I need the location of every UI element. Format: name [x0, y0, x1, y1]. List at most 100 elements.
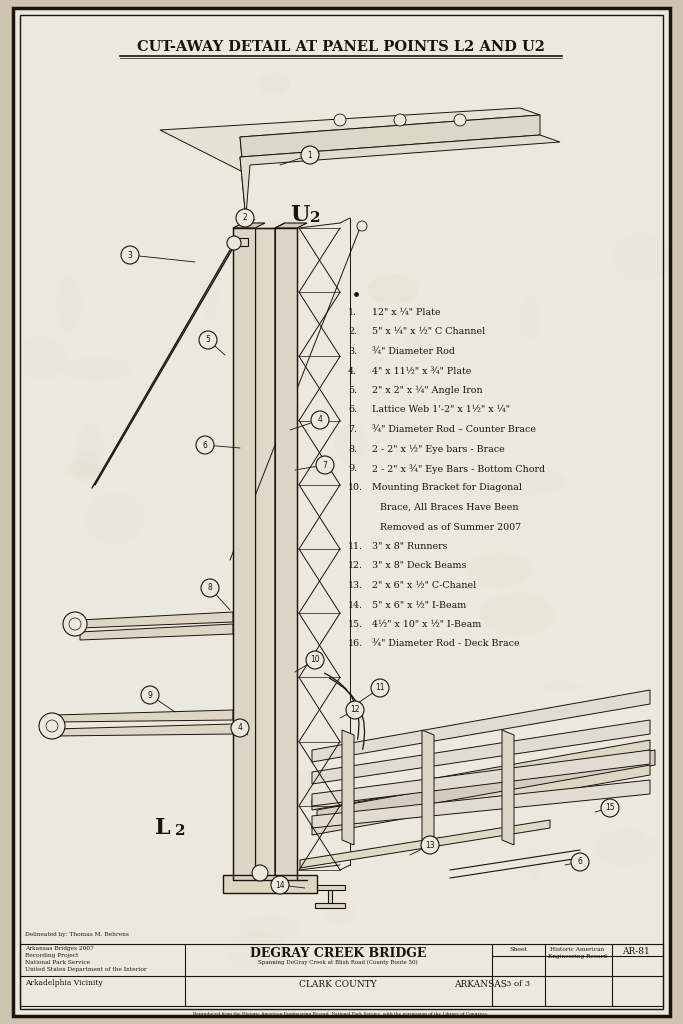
Circle shape: [196, 436, 214, 454]
Polygon shape: [255, 228, 275, 880]
Polygon shape: [233, 223, 265, 228]
Text: 8: 8: [208, 584, 212, 593]
Text: 4½" x 10" x ½" I-Beam: 4½" x 10" x ½" I-Beam: [372, 620, 482, 629]
Text: 10.: 10.: [348, 483, 363, 493]
Text: 6: 6: [203, 440, 208, 450]
Text: 5" x ¼" x ½" C Channel: 5" x ¼" x ½" C Channel: [372, 328, 485, 337]
Text: 5" x 6" x ½" I-Beam: 5" x 6" x ½" I-Beam: [372, 600, 466, 609]
Polygon shape: [275, 223, 285, 880]
Text: 11: 11: [375, 683, 385, 692]
Polygon shape: [275, 228, 297, 880]
Text: 16.: 16.: [348, 640, 363, 648]
Polygon shape: [80, 624, 233, 640]
Circle shape: [121, 246, 139, 264]
Polygon shape: [223, 874, 317, 893]
Text: Recording Project: Recording Project: [25, 953, 79, 958]
Text: 7: 7: [322, 461, 327, 469]
Text: 9: 9: [148, 690, 152, 699]
Text: Delineated by: Thomas M. Behrens: Delineated by: Thomas M. Behrens: [25, 932, 129, 937]
Circle shape: [346, 701, 364, 719]
Polygon shape: [55, 710, 233, 722]
Circle shape: [394, 114, 406, 126]
Polygon shape: [233, 228, 255, 880]
Text: 12.: 12.: [348, 561, 363, 570]
Text: 11.: 11.: [348, 542, 363, 551]
Polygon shape: [228, 238, 248, 246]
Circle shape: [252, 865, 268, 881]
Polygon shape: [315, 903, 345, 908]
Bar: [20, 944, 663, 1006]
Text: National Park Service: National Park Service: [25, 961, 90, 965]
Circle shape: [357, 221, 367, 231]
Text: 2.: 2.: [348, 328, 357, 337]
Polygon shape: [328, 890, 332, 903]
Text: 10: 10: [310, 655, 320, 665]
Polygon shape: [312, 780, 650, 828]
Text: 5.: 5.: [348, 386, 357, 395]
Text: 3" x 8" Deck Beams: 3" x 8" Deck Beams: [372, 561, 466, 570]
Text: 4: 4: [318, 416, 322, 425]
Text: 6: 6: [578, 857, 583, 866]
Text: 1.: 1.: [348, 308, 357, 317]
Circle shape: [601, 799, 619, 817]
Text: 12" x ¼" Plate: 12" x ¼" Plate: [372, 308, 441, 317]
Text: 3: 3: [128, 251, 133, 259]
Polygon shape: [312, 750, 650, 806]
Text: 4: 4: [238, 724, 242, 732]
Text: 14: 14: [275, 881, 285, 890]
Circle shape: [39, 713, 65, 739]
Text: 3" x 8" Runners: 3" x 8" Runners: [372, 542, 447, 551]
Text: 8.: 8.: [348, 444, 357, 454]
Polygon shape: [275, 223, 307, 228]
Polygon shape: [160, 108, 540, 190]
Text: ¾" Diameter Rod - Deck Brace: ¾" Diameter Rod - Deck Brace: [372, 640, 520, 648]
Circle shape: [454, 114, 466, 126]
Polygon shape: [502, 730, 514, 845]
Circle shape: [231, 719, 249, 737]
Circle shape: [46, 720, 58, 732]
Text: U: U: [290, 204, 309, 226]
Text: CUT-AWAY DETAIL AT PANEL POINTS L2 AND U2: CUT-AWAY DETAIL AT PANEL POINTS L2 AND U…: [137, 40, 545, 54]
Circle shape: [311, 411, 329, 429]
Text: Historic American: Historic American: [550, 947, 604, 952]
Text: 13.: 13.: [348, 581, 363, 590]
Circle shape: [421, 836, 439, 854]
Circle shape: [271, 876, 289, 894]
Text: 2 - 2" x ¾" Eye Bars - Bottom Chord: 2 - 2" x ¾" Eye Bars - Bottom Chord: [372, 464, 545, 474]
Text: 2 - 2" x ½" Eye bars - Brace: 2 - 2" x ½" Eye bars - Brace: [372, 444, 505, 454]
Circle shape: [63, 612, 87, 636]
Circle shape: [371, 679, 389, 697]
Text: 7.: 7.: [348, 425, 357, 434]
Text: 2" x 6" x ½" C-Chanel: 2" x 6" x ½" C-Chanel: [372, 581, 476, 590]
Text: 15.: 15.: [348, 620, 363, 629]
Polygon shape: [300, 820, 550, 868]
Text: Mounting Bracket for Diagonal: Mounting Bracket for Diagonal: [372, 483, 522, 493]
Circle shape: [306, 651, 324, 669]
Text: 12: 12: [350, 706, 360, 715]
Circle shape: [334, 114, 346, 126]
Text: L: L: [155, 817, 171, 839]
Text: 13: 13: [426, 841, 435, 850]
Text: Engineering Record: Engineering Record: [548, 954, 607, 959]
Text: 15: 15: [605, 804, 615, 812]
Text: 2: 2: [310, 211, 320, 225]
Text: 2: 2: [242, 213, 247, 222]
Text: CLARK COUNTY: CLARK COUNTY: [299, 980, 377, 989]
Text: ARKANSAS: ARKANSAS: [454, 980, 506, 989]
Text: 4.: 4.: [348, 367, 357, 376]
Polygon shape: [312, 765, 650, 835]
Text: AR-81: AR-81: [622, 947, 650, 956]
Text: Spanning DeGray Creek at Blish Road (County Route 50): Spanning DeGray Creek at Blish Road (Cou…: [258, 961, 418, 966]
Text: Reproduced from the Historic American Engineering Record, National Park Service,: Reproduced from the Historic American En…: [193, 1012, 488, 1016]
Polygon shape: [80, 612, 233, 628]
Circle shape: [301, 146, 319, 164]
Text: ¾" Diameter Rod: ¾" Diameter Rod: [372, 347, 455, 356]
Circle shape: [236, 209, 254, 227]
Text: 6.: 6.: [348, 406, 357, 415]
Text: 9.: 9.: [348, 464, 357, 473]
Text: 2" x 2" x ¼" Angle Iron: 2" x 2" x ¼" Angle Iron: [372, 386, 483, 395]
Circle shape: [199, 331, 217, 349]
Polygon shape: [315, 885, 345, 890]
Polygon shape: [240, 115, 540, 210]
Circle shape: [227, 236, 241, 250]
